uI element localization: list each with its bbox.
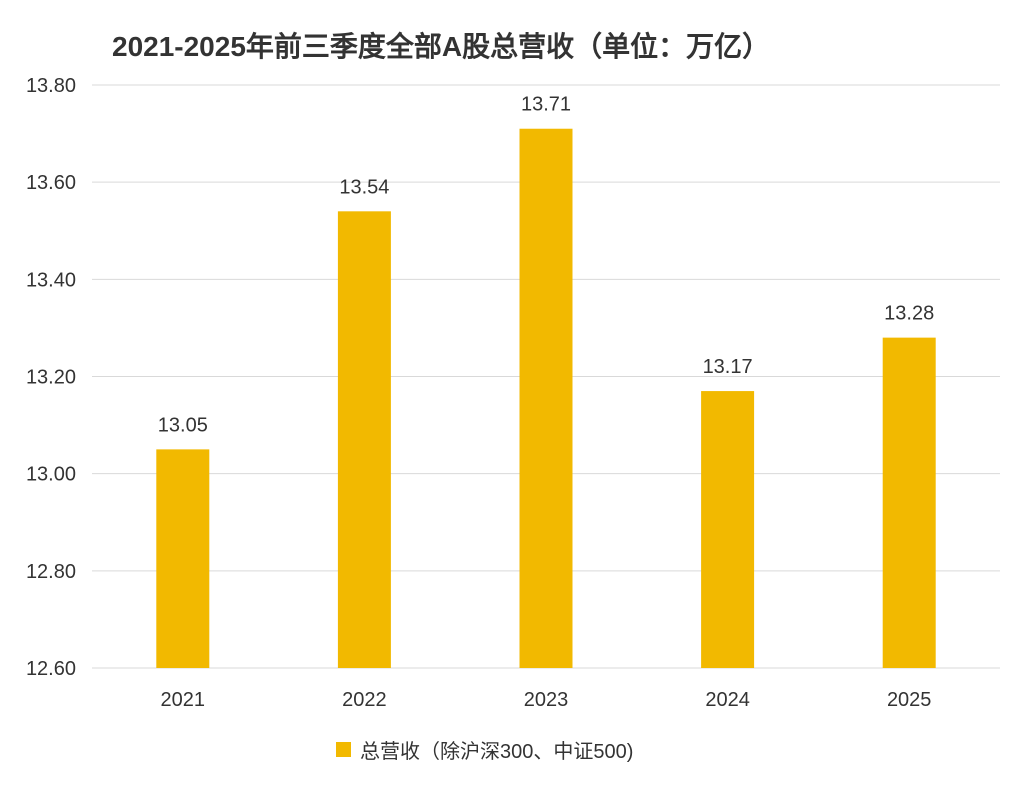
data-label-2025: 13.28 <box>884 303 934 325</box>
x-tick-label: 2021 <box>161 689 206 711</box>
y-tick-label: 13.40 <box>26 269 76 291</box>
y-tick-label: 13.20 <box>26 367 76 389</box>
y-axis-ticks: 12.60 12.80 13.00 13.20 13.40 13.60 13.80 <box>26 75 76 680</box>
legend-swatch <box>336 742 351 757</box>
y-tick-label: 12.60 <box>26 658 76 680</box>
data-label-2023: 13.71 <box>521 94 571 116</box>
y-tick-label: 13.00 <box>26 464 76 486</box>
x-axis-ticks: 2021 2022 2023 2024 2025 <box>161 689 932 711</box>
bar-2024 <box>701 391 755 668</box>
legend: 总营收（除沪深300、中证500) <box>336 740 633 763</box>
y-tick-label: 13.60 <box>26 172 76 194</box>
bar-2021 <box>156 449 210 668</box>
bar-2025 <box>882 337 936 668</box>
legend-label: 总营收（除沪深300、中证500) <box>360 740 633 763</box>
x-tick-label: 2023 <box>524 689 569 711</box>
chart-title: 2021-2025年前三季度全部A股总营收（单位：万亿） <box>112 30 770 62</box>
data-label-2024: 13.17 <box>703 356 753 378</box>
data-label-2021: 13.05 <box>158 414 208 436</box>
bar-2022 <box>337 211 391 669</box>
data-labels: 13.05 13.54 13.71 13.17 13.28 <box>158 94 934 437</box>
x-tick-label: 2024 <box>705 689 750 711</box>
bar-2023 <box>519 128 573 669</box>
y-tick-label: 13.80 <box>26 75 76 97</box>
y-tick-label: 12.80 <box>26 561 76 583</box>
x-tick-label: 2022 <box>342 689 387 711</box>
x-tick-label: 2025 <box>887 689 932 711</box>
data-label-2022: 13.54 <box>339 176 389 198</box>
bars <box>156 128 936 669</box>
